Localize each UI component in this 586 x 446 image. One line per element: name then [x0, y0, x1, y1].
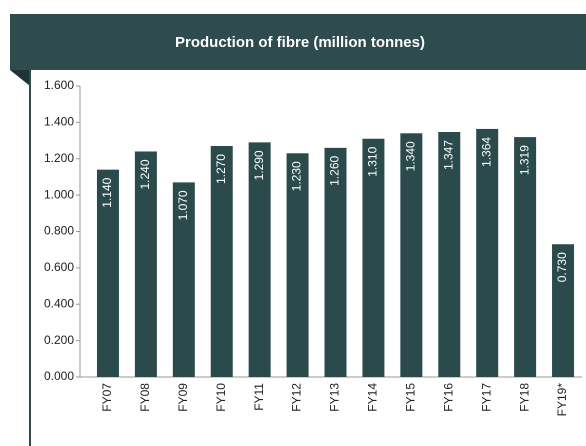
- value-label: 1.347: [441, 140, 455, 170]
- y-tick-label: 0.200: [44, 333, 74, 347]
- x-tick-label: FY14: [366, 383, 380, 412]
- value-label: 1.140: [100, 177, 114, 207]
- x-tick-label: FY08: [138, 383, 152, 412]
- y-tick-label: 0.000: [44, 369, 74, 383]
- bar: [134, 151, 157, 377]
- x-tick-label: FY11: [252, 383, 266, 411]
- x-tick-label: FY10: [214, 383, 228, 412]
- banner-fold: [10, 70, 30, 86]
- bar: [552, 244, 575, 377]
- value-label: 1.230: [290, 161, 304, 191]
- bar: [362, 138, 385, 377]
- x-tick-label: FY18: [517, 383, 531, 412]
- y-tick-label: 0.800: [44, 224, 74, 238]
- bar: [400, 133, 423, 377]
- bar: [438, 132, 461, 377]
- value-label: 1.260: [328, 156, 342, 186]
- x-tick-label: FY07: [100, 383, 114, 412]
- value-label: 1.240: [138, 159, 152, 189]
- y-tick-label: 1.200: [44, 151, 74, 165]
- bar: [248, 142, 271, 377]
- y-tick-label: 1.400: [44, 115, 74, 129]
- bar: [324, 147, 347, 377]
- header-banner: [10, 14, 586, 70]
- y-tick-label: 0.600: [44, 260, 74, 274]
- y-tick-label: 1.000: [44, 187, 74, 201]
- x-tick-label: FY12: [290, 383, 304, 412]
- value-label: 1.290: [252, 150, 266, 180]
- value-label: 1.310: [366, 146, 380, 176]
- value-label: 1.364: [479, 137, 493, 167]
- x-tick-label: FY19*: [555, 383, 569, 417]
- value-label: 1.340: [404, 141, 418, 171]
- x-tick-label: FY15: [404, 383, 418, 412]
- bar: [96, 169, 119, 377]
- bar: [210, 146, 233, 377]
- value-label: 1.070: [176, 190, 190, 220]
- x-tick-label: FY09: [176, 383, 190, 412]
- bar: [172, 182, 195, 377]
- value-label: 1.270: [214, 154, 228, 184]
- value-label: 0.730: [555, 252, 569, 282]
- bar: [476, 128, 499, 377]
- value-label: 1.319: [517, 145, 531, 175]
- bar: [286, 153, 309, 377]
- chart-title: Production of fibre (million tonnes): [175, 34, 425, 51]
- x-tick-label: FY13: [328, 383, 342, 412]
- bar: [514, 137, 537, 377]
- y-tick-label: 1.600: [44, 78, 74, 92]
- y-tick-label: 0.400: [44, 296, 74, 310]
- x-tick-label: FY16: [441, 383, 455, 412]
- x-tick-label: FY17: [479, 383, 493, 412]
